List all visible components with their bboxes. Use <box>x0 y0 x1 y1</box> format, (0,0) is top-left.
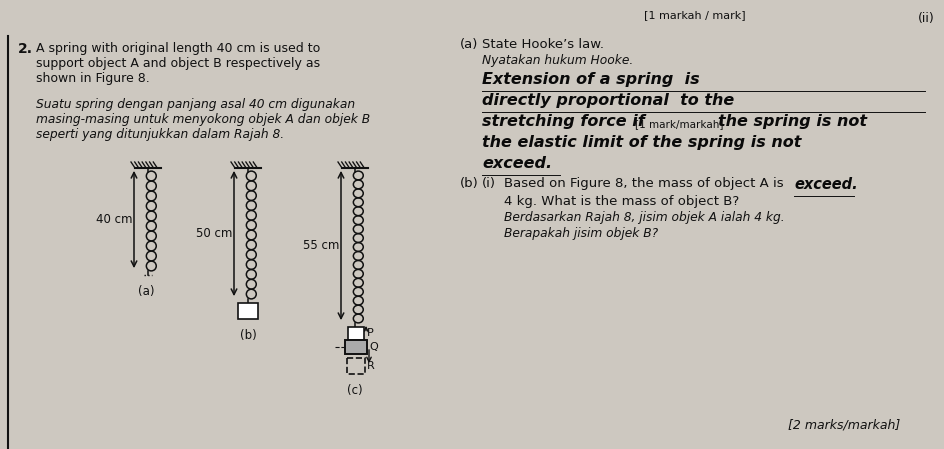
Text: Berapakah jisim objek B?: Berapakah jisim objek B? <box>503 227 657 240</box>
Text: (c): (c) <box>346 384 362 397</box>
Text: 2.: 2. <box>18 42 33 56</box>
Text: [2 marks/markah]: [2 marks/markah] <box>787 418 899 431</box>
Text: (a): (a) <box>138 285 154 298</box>
Bar <box>238 303 258 319</box>
Text: [1 mark/markah]: [1 mark/markah] <box>634 119 723 129</box>
Text: Q: Q <box>368 342 378 352</box>
Text: 4 kg. What is the mass of object B?: 4 kg. What is the mass of object B? <box>503 195 738 208</box>
Text: 50 cm: 50 cm <box>195 227 232 240</box>
Text: directly proportional  to the: directly proportional to the <box>481 93 733 108</box>
Bar <box>345 340 366 354</box>
Text: (a): (a) <box>460 38 478 51</box>
Bar <box>346 358 364 374</box>
Text: R: R <box>366 361 375 371</box>
Text: (ii): (ii) <box>918 12 934 25</box>
Text: 40 cm: 40 cm <box>95 213 132 226</box>
Text: State Hooke’s law.: State Hooke’s law. <box>481 38 603 51</box>
Text: Suatu spring dengan panjang asal 40 cm digunakan
masing-masing untuk menyokong o: Suatu spring dengan panjang asal 40 cm d… <box>36 98 370 141</box>
Text: (i): (i) <box>481 177 496 190</box>
Text: (b): (b) <box>460 177 479 190</box>
Text: Extension of a spring  is: Extension of a spring is <box>481 72 699 87</box>
Text: the spring is not: the spring is not <box>717 114 866 129</box>
Text: exceed.: exceed. <box>793 177 857 192</box>
Text: P: P <box>366 329 374 339</box>
Text: [1 markah / mark]: [1 markah / mark] <box>644 10 745 20</box>
Text: A spring with original length 40 cm is used to
support object A and object B res: A spring with original length 40 cm is u… <box>36 42 320 85</box>
Text: A: A <box>244 306 252 316</box>
Text: exceed.: exceed. <box>481 156 551 171</box>
Text: Nyatakan hukum Hooke.: Nyatakan hukum Hooke. <box>481 54 632 67</box>
Text: the elastic limit of the spring is not: the elastic limit of the spring is not <box>481 135 801 150</box>
Text: stretching force if: stretching force if <box>481 114 644 129</box>
Text: Based on Figure 8, the mass of object A is: Based on Figure 8, the mass of object A … <box>503 177 783 190</box>
Bar <box>347 327 363 340</box>
Text: 55 cm: 55 cm <box>302 239 339 252</box>
Text: Berdasarkan Rajah 8, jisim objek A ialah 4 kg.: Berdasarkan Rajah 8, jisim objek A ialah… <box>503 211 784 224</box>
Text: (b): (b) <box>240 329 256 342</box>
